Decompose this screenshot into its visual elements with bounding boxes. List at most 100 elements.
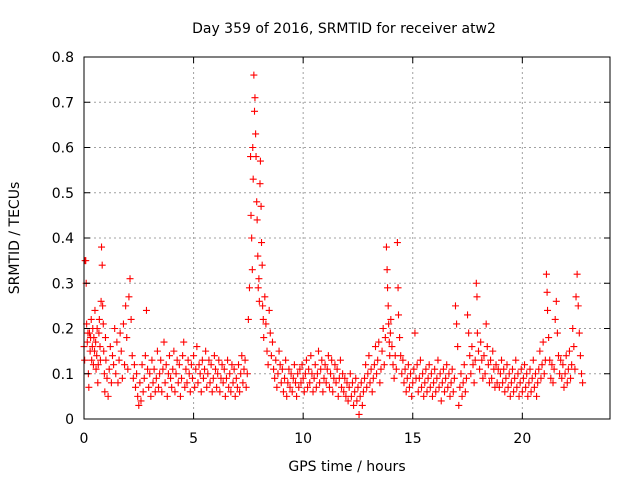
data-point [275,347,283,355]
data-point [88,343,96,351]
data-point [379,325,387,332]
data-point [466,352,474,360]
data-point [350,401,358,409]
data-point [455,401,463,409]
data-point [135,401,143,409]
data-point [138,361,146,369]
x-tick-label: 5 [189,431,198,447]
data-point [428,392,436,400]
data-point [524,392,532,400]
data-point [121,361,129,369]
data-point [95,315,103,323]
data-point [221,392,229,400]
data-point [96,343,104,351]
data-point [573,270,581,278]
data-point [430,379,438,387]
data-point [525,379,533,387]
data-point [92,365,100,373]
data-point [259,302,267,310]
data-point [579,379,587,387]
data-point [365,352,373,360]
data-point [445,370,453,378]
data-point [317,365,325,373]
x-tick-label: 10 [294,431,312,447]
data-point [398,370,406,378]
data-point [501,388,509,396]
data-point [523,370,531,378]
data-point [336,356,344,364]
data-point [554,352,562,360]
data-point [141,352,149,360]
data-point [370,361,378,369]
data-point [506,392,514,400]
data-point [91,347,99,355]
data-point [216,388,224,396]
data-point [238,352,246,360]
data-point [197,388,205,396]
data-point [488,374,496,382]
data-point [369,374,377,382]
data-point [381,334,389,342]
data-point [392,365,400,373]
data-point [261,293,269,301]
data-point [188,374,196,382]
y-axis-label: SRMTID / TECUs [7,182,23,295]
data-point [470,379,478,387]
data-point [162,361,170,369]
data-point [129,374,137,382]
data-point [233,383,241,391]
data-point [113,338,121,346]
data-point [472,279,480,287]
data-point [306,379,314,387]
data-point [284,379,292,387]
data-point [315,347,323,355]
data-point [313,370,321,378]
data-point [254,252,262,260]
data-point [103,374,111,382]
data-point [99,302,107,310]
data-point [575,329,583,337]
data-point [133,370,141,378]
y-tick-label: 0.1 [52,367,74,383]
data-point [333,365,341,373]
data-point [328,356,336,364]
data-point [511,374,519,382]
data-point [137,397,145,405]
data-point [483,343,491,351]
data-point [409,379,417,387]
x-tick-label: 15 [404,431,422,447]
data-point [174,379,182,387]
data-point [204,370,212,378]
data-point [249,175,257,183]
data-point [441,388,449,396]
data-point [94,361,102,369]
data-point [159,365,167,373]
data-point [495,383,503,391]
data-point [171,388,179,396]
data-point [438,379,446,387]
data-point [393,239,401,247]
data-point [519,374,527,382]
data-point [341,374,349,382]
data-point [411,329,419,337]
data-point [237,370,245,378]
data-point [344,397,352,405]
data-point [419,370,427,378]
data-point [348,379,356,387]
data-point [225,383,233,391]
data-point [187,361,195,369]
data-point [426,383,434,391]
data-point [185,370,193,378]
data-point [332,379,340,387]
data-point [496,370,504,378]
data-point [542,270,550,278]
data-point [161,379,169,387]
data-point [481,370,489,378]
data-point [355,410,363,418]
data-point [194,379,202,387]
data-point [307,352,315,360]
data-point [325,383,333,391]
data-point [378,347,386,355]
data-point [340,388,348,396]
data-point [385,338,393,346]
